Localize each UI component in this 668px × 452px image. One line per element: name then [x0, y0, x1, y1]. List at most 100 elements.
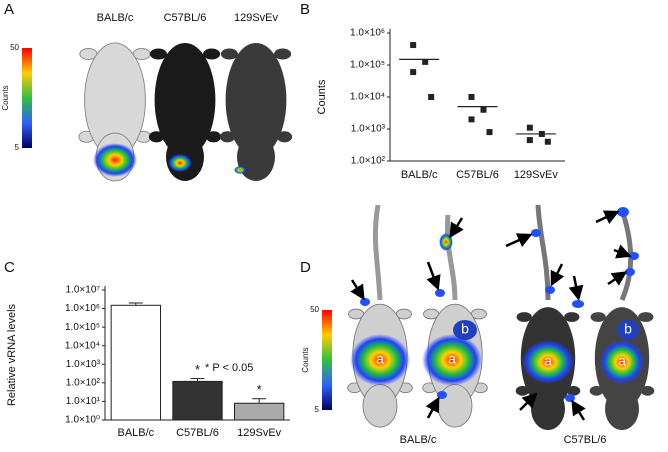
arrow: [449, 217, 464, 239]
significance-mark: *: [257, 382, 262, 397]
signal: [629, 252, 639, 260]
x-tick-label: BALB/c: [401, 169, 438, 181]
y-tick-label: 1.0×10⁵: [350, 60, 385, 71]
signal: [360, 298, 370, 306]
y-tick-label: 1.0×10⁶: [65, 303, 100, 314]
panel-a: A BALB/c C57BL/6 129SvEv 50 5 Counts: [1, 1, 293, 182]
signal: [625, 268, 635, 276]
signal: [453, 320, 477, 340]
x-tick-label: BALB/c: [117, 427, 154, 439]
data-point: [468, 116, 475, 123]
panel-label: D: [300, 259, 311, 276]
colorbar-label: Counts: [1, 85, 10, 110]
panel-d: D 50 5 Counts: [300, 204, 655, 446]
arrow: [607, 271, 628, 286]
data-point: [428, 94, 435, 100]
strain-label: BALB/c: [97, 12, 134, 24]
significance-mark: *: [195, 362, 200, 377]
data-point: [468, 94, 475, 100]
site-label: a: [376, 351, 384, 367]
signal: [93, 143, 137, 177]
y-tick-label: 1.0×10²: [66, 377, 101, 388]
signal: [168, 154, 192, 172]
annotation: * P < 0.05: [205, 362, 253, 374]
site-label: b: [461, 321, 469, 337]
arrow: [613, 244, 632, 259]
arrow: [426, 261, 441, 291]
data-point: [526, 137, 533, 144]
site-label: b: [624, 321, 632, 337]
data-point: [410, 42, 417, 49]
strain-label: C57BL/6: [564, 434, 607, 446]
data-point: [480, 106, 487, 113]
data-point: [486, 129, 493, 136]
colorbar-tick: 5: [315, 405, 320, 414]
colorbar: [22, 48, 32, 148]
strain-label: BALB/c: [400, 434, 437, 446]
colorbar-tick: 50: [310, 305, 319, 314]
signal: [617, 320, 639, 340]
arrow: [350, 279, 365, 301]
colorbar-tick: 50: [10, 43, 19, 52]
signal: [531, 229, 541, 237]
y-tick-label: 1.0×10²: [351, 156, 386, 167]
signal: [437, 391, 447, 399]
data-point: [410, 69, 417, 76]
data-point: [544, 138, 551, 145]
y-tick-label: 1.0×10⁴: [350, 92, 385, 103]
site-label: a: [544, 353, 552, 369]
colorbar-tick: 5: [15, 143, 20, 152]
x-tick-label: 129SvEv: [514, 169, 559, 181]
signal: [572, 300, 584, 308]
signal: [435, 289, 445, 297]
mouse-image: [219, 42, 293, 181]
strain-label: C57BL/6: [164, 12, 207, 24]
signal: [617, 207, 629, 217]
signal: [439, 233, 453, 251]
bar: [172, 380, 223, 421]
y-tick-label: 1.0×10⁵: [65, 322, 100, 333]
y-tick-label: 1.0×10³: [66, 359, 101, 370]
x-tick-label: C57BL/6: [456, 169, 499, 181]
arrow: [568, 275, 584, 301]
y-tick-label: 1.0×10⁶: [350, 28, 385, 39]
signal: [545, 286, 555, 294]
arrow: [571, 399, 586, 421]
bar: [110, 304, 161, 421]
signal: [522, 340, 574, 384]
tail: [372, 204, 383, 301]
signal: [422, 334, 482, 386]
arrow: [595, 210, 620, 225]
signal: [234, 166, 246, 174]
arrow: [550, 263, 565, 287]
y-axis-label: Relative vRNA levels: [6, 303, 18, 406]
tail: [535, 204, 551, 301]
y-tick-label: 1.0×10⁰: [65, 415, 100, 426]
signal: [350, 334, 410, 386]
signal: [565, 394, 575, 402]
x-tick-label: C57BL/6: [176, 427, 219, 439]
x-tick-label: 129SvEv: [237, 427, 282, 439]
arrow: [519, 392, 538, 411]
bar: [234, 402, 285, 421]
arrow: [505, 233, 533, 248]
signal: [600, 340, 644, 384]
strain-label: 129SvEv: [234, 12, 279, 24]
site-label: a: [618, 353, 626, 369]
colorbar-label: Counts: [301, 347, 310, 372]
y-tick-label: 1.0×10⁷: [66, 285, 101, 296]
y-axis-label: Counts: [316, 79, 328, 114]
panel-label: B: [300, 1, 310, 18]
y-tick-label: 1.0×10³: [351, 124, 386, 135]
y-tick-label: 1.0×10¹: [66, 396, 101, 407]
data-point: [526, 124, 533, 131]
panel-label: A: [4, 1, 14, 18]
data-point: [422, 58, 429, 65]
panel-label: C: [4, 259, 15, 276]
arrow: [425, 396, 440, 419]
tail: [444, 214, 458, 301]
colorbar: [322, 310, 332, 410]
site-label: a: [448, 351, 456, 367]
y-tick-label: 1.0×10⁴: [65, 340, 100, 351]
